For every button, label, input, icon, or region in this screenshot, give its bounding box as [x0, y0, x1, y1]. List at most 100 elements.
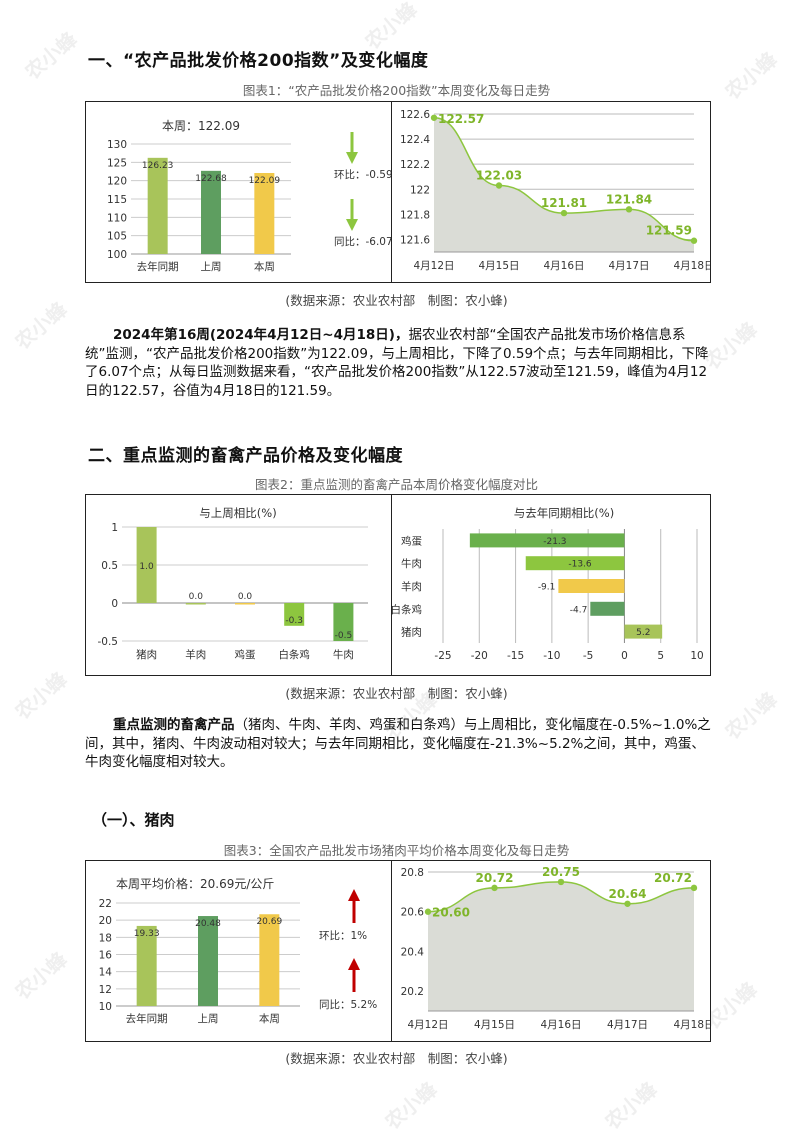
- bar: [147, 157, 168, 254]
- area-fill: [428, 881, 694, 1011]
- y-tick-label: 22: [99, 898, 112, 910]
- chart1-area: 121.6 121.8 122 122.2 122.4 122.6 122.57 4月12日 1…: [400, 109, 710, 272]
- data-label: 0.0: [238, 592, 253, 602]
- y-tick-label: 白条鸡: [392, 603, 422, 616]
- y-tick-label: 0.5: [101, 560, 118, 572]
- y-tick-label: 18: [99, 932, 112, 944]
- y-tick-label: 1: [111, 522, 118, 534]
- y-tick-label: 20.8: [401, 867, 424, 879]
- data-label: 122.57: [438, 112, 484, 126]
- chart3-caption: 图表3：全国农产品批发市场猪肉平均价格本周变化及每日走势: [223, 843, 570, 858]
- watermark-text: 农小蜂: [10, 947, 72, 1005]
- y-tick-label: 12: [99, 984, 112, 996]
- x-tick-label: 4月16日: [540, 1019, 581, 1031]
- y-tick-label: 105: [107, 231, 127, 243]
- bar: [333, 603, 354, 641]
- data-point: [560, 209, 568, 217]
- data-label: 20.64: [609, 887, 647, 901]
- paragraph1-text: 据农业农村部“全国农产品批发市场价格信息系统”监测，“农产品批发价格200指数”…: [85, 327, 709, 399]
- y-tick-label: 125: [107, 157, 127, 169]
- data-label: 20.72: [654, 871, 692, 885]
- annotation-label: 环比：1%: [319, 929, 367, 942]
- bar: [469, 533, 625, 548]
- data-label: 1.0: [139, 562, 154, 572]
- chart3-area: 20.2 20.4 20.6 20.8 20.60 4月12日 20.72 4月15日 20.7…: [401, 865, 710, 1031]
- y-tick-label: 羊肉: [401, 580, 422, 593]
- chart2-panel: 与上周相比(%) -0.5 0 0.5 1 1.0 猪肉 0.0 羊肉 0.0 鸡蛋 -0.3 白条鸡 -…: [85, 494, 711, 676]
- y-tick-label: 110: [107, 212, 127, 224]
- y-tick-label: 122.2: [400, 159, 430, 171]
- data-point: [690, 884, 698, 892]
- x-tick-label: 10: [690, 650, 703, 662]
- x-tick-label: 4月12日: [407, 1019, 448, 1031]
- y-tick-label: 100: [107, 249, 127, 261]
- bar: [185, 603, 206, 605]
- x-tick-label: 猪肉: [136, 648, 157, 661]
- watermark-text: 农小蜂: [20, 27, 82, 85]
- annotation-label: 环比：-0.59: [334, 168, 391, 181]
- bar: [136, 527, 157, 603]
- y-tick-label: 122: [410, 184, 430, 196]
- annotation-label: 同比：5.2%: [319, 998, 377, 1011]
- data-label: -0.5: [335, 631, 353, 641]
- x-tick-label: 5: [657, 650, 664, 662]
- bar: [284, 603, 305, 626]
- data-label: 20.72: [476, 871, 514, 885]
- x-tick-label: 本周: [254, 260, 275, 273]
- paragraph2-text: （猪肉、牛肉、羊肉、鸡蛋和白条鸡）与上周相比，变化幅度在-0.5%~1.0%之间…: [85, 717, 711, 770]
- data-label: 20.60: [432, 906, 470, 920]
- y-tick-label: 鸡蛋: [401, 534, 422, 547]
- data-label: 20.75: [542, 865, 580, 879]
- x-tick-label: 上周: [198, 1013, 219, 1025]
- data-label: 122.09: [249, 176, 281, 186]
- y-tick-label: 122.6: [400, 109, 430, 121]
- chart-title: 与上周相比(%): [199, 506, 276, 520]
- chart-title: 与去年同期相比(%): [514, 506, 614, 520]
- data-label: 0.0: [189, 592, 204, 602]
- series-line: [433, 117, 695, 242]
- x-tick-label: 鸡蛋: [235, 648, 256, 661]
- arrow-up-icon: [348, 958, 360, 970]
- y-tick-label: 20: [99, 915, 112, 927]
- data-point: [690, 237, 698, 244]
- y-tick-label: 115: [107, 194, 127, 206]
- x-tick-label: -20: [471, 650, 488, 662]
- bar: [624, 624, 663, 639]
- arrow-down-icon: [346, 219, 358, 231]
- chart3-bar: 本周平均价格：20.69元/公斤 10 12 14 16 18 20 22 19.33 去年同期 2…: [99, 876, 378, 1025]
- x-tick-label: 4月18日: [673, 1019, 710, 1031]
- y-tick-label: 14: [99, 967, 113, 979]
- chart1-source: (数据来源：农业农村部 制图：农小蜂): [285, 293, 508, 308]
- x-tick-label: 羊肉: [185, 648, 206, 661]
- data-label: -4.7: [570, 605, 588, 615]
- paragraph1-bold: 2024年第16周(2024年4月12日~4月18日)，: [113, 327, 409, 343]
- watermark-text: 农小蜂: [380, 1077, 442, 1135]
- section2-paragraph: 重点监测的畜禽产品（猪肉、牛肉、羊肉、鸡蛋和白条鸡）与上周相比，变化幅度在-0.…: [85, 716, 711, 772]
- x-tick-label: 4月17日: [608, 260, 649, 272]
- x-tick-label: 4月15日: [474, 1019, 515, 1031]
- data-label: -21.3: [543, 537, 566, 547]
- x-tick-label: 4月16日: [543, 260, 584, 272]
- chart2-week-bar: 与上周相比(%) -0.5 0 0.5 1 1.0 猪肉 0.0 羊肉 0.0 鸡蛋 -0.3 白条鸡 -…: [98, 506, 368, 661]
- x-tick-label: -25: [434, 650, 451, 662]
- bar: [198, 916, 218, 1006]
- area-fill: [434, 117, 694, 252]
- y-tick-label: 16: [99, 950, 113, 962]
- x-tick-label: 4月12日: [413, 260, 454, 272]
- data-label: 20.48: [195, 919, 221, 929]
- y-tick-label: 122.4: [400, 134, 430, 146]
- x-tick-label: 4月18日: [673, 260, 710, 272]
- y-tick-label: 0: [111, 598, 118, 610]
- y-tick-label: 20.4: [401, 946, 425, 958]
- chart-title: 本周：122.09: [162, 119, 240, 133]
- x-tick-label: 去年同期: [126, 1012, 168, 1025]
- y-tick-label: 10: [99, 1001, 112, 1013]
- chart1-caption: 图表1：“农产品批发价格200指数”本周变化及每日走势: [242, 83, 551, 98]
- data-label: -13.6: [568, 560, 592, 570]
- y-tick-label: 121.6: [400, 234, 430, 246]
- paragraph2-bold: 重点监测的畜禽产品: [113, 717, 235, 733]
- watermark-text: 农小蜂: [600, 1077, 662, 1135]
- data-label: 122.03: [476, 169, 522, 183]
- y-tick-label: 猪肉: [401, 626, 422, 639]
- bar: [201, 170, 221, 254]
